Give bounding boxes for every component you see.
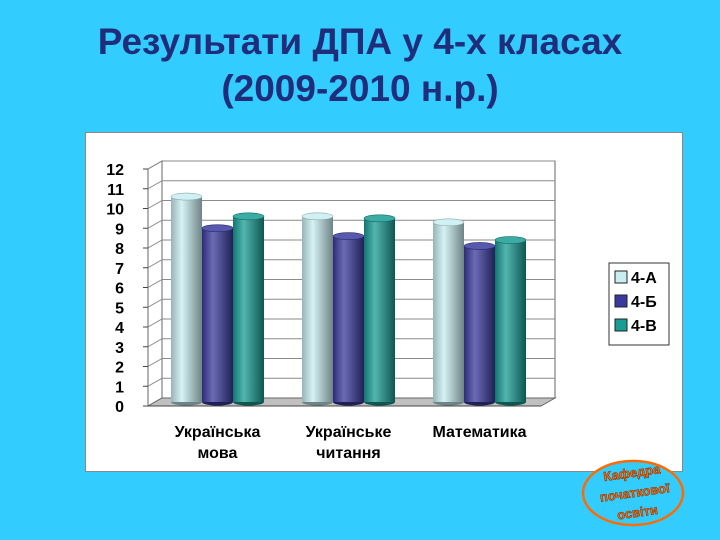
bar bbox=[171, 196, 202, 402]
y-tick-label: 11 bbox=[107, 182, 124, 199]
bar-top bbox=[232, 212, 265, 221]
stamp-text-line: освіти bbox=[616, 502, 659, 523]
bar-top bbox=[432, 218, 465, 227]
y-tick-label: 6 bbox=[115, 281, 124, 298]
y-tick-label: 10 bbox=[106, 202, 124, 219]
bar bbox=[433, 222, 464, 402]
gridline bbox=[147, 318, 555, 328]
legend-swatch bbox=[614, 318, 628, 332]
bar bbox=[202, 228, 233, 402]
slide-title: Результати ДПА у 4-х класах (2009-2010 н… bbox=[0, 18, 720, 112]
y-tick-label: 3 bbox=[115, 340, 124, 357]
y-tick-label: 8 bbox=[115, 241, 124, 258]
gridline bbox=[147, 180, 555, 190]
gridline bbox=[147, 239, 555, 249]
legend-label: 4-В bbox=[631, 318, 657, 335]
y-tick-label: 2 bbox=[115, 360, 124, 377]
gridline bbox=[147, 259, 555, 269]
bar-top bbox=[201, 224, 234, 232]
y-tick-label: 12 bbox=[106, 162, 124, 179]
gridline bbox=[147, 358, 555, 367]
gridline bbox=[147, 200, 555, 209]
chart-area: 0 1 2 3 4 5 6 7 8 9 10 11 12 Українська мова Українське… bbox=[85, 132, 683, 472]
x-category-label: Українське bbox=[306, 424, 392, 441]
y-tick-label: 5 bbox=[115, 300, 124, 317]
bar-chart: 0123456789101112УкраїнськамоваУкраїнське… bbox=[106, 160, 670, 462]
gridline bbox=[147, 219, 555, 229]
x-category-label: Українська bbox=[175, 424, 261, 441]
bar bbox=[233, 216, 264, 402]
bar-top bbox=[463, 242, 496, 250]
gridline bbox=[147, 338, 555, 348]
bar-top bbox=[363, 214, 396, 223]
bar bbox=[364, 218, 395, 402]
title-line-1: Результати ДПА у 4-х класах bbox=[97, 21, 623, 62]
y-tick-label: 9 bbox=[115, 221, 124, 238]
legend-swatch bbox=[614, 270, 628, 284]
x-category-label: мова bbox=[198, 445, 238, 462]
bar-top bbox=[332, 232, 365, 240]
bar-top bbox=[494, 236, 527, 244]
bar bbox=[302, 216, 333, 402]
title-line-2: (2009-2010 н.р.) bbox=[221, 68, 499, 109]
bar bbox=[333, 236, 364, 402]
legend-swatch bbox=[614, 294, 628, 308]
x-category-label: Математика bbox=[432, 424, 526, 441]
x-category-label: читання bbox=[316, 445, 381, 462]
y-tick-label: 0 bbox=[115, 399, 124, 416]
bar-top bbox=[301, 212, 334, 221]
y-tick-label: 1 bbox=[115, 379, 124, 396]
gridline bbox=[147, 298, 555, 308]
gridline bbox=[147, 279, 555, 288]
bar bbox=[495, 240, 526, 402]
gridline bbox=[147, 160, 555, 170]
bar bbox=[464, 245, 495, 402]
gridline bbox=[147, 377, 555, 387]
legend-label: 4-Б bbox=[631, 294, 657, 311]
y-tick-label: 7 bbox=[115, 261, 124, 278]
bar-top bbox=[170, 192, 203, 201]
legend-label: 4-А bbox=[631, 270, 657, 287]
y-tick-label: 4 bbox=[115, 320, 124, 337]
